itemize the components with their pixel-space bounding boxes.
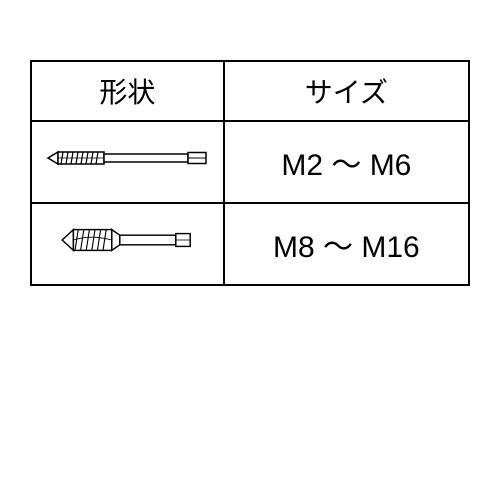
tap-large-icon [42, 220, 212, 260]
size-cell-1: M8 ～ M16 [224, 203, 469, 285]
spec-table: 形状 サイズ [30, 60, 470, 286]
header-shape: 形状 [31, 61, 224, 121]
size-cell-0: M2 ～ M6 [224, 121, 469, 203]
shape-cell-0 [31, 121, 224, 203]
table-header-row: 形状 サイズ [31, 61, 469, 121]
tap-small-icon [42, 138, 212, 178]
shape-cell-1 [31, 203, 224, 285]
header-size: サイズ [224, 61, 469, 121]
spec-table-container: 形状 サイズ [30, 60, 470, 286]
table-row: M8 ～ M16 [31, 203, 469, 285]
table-row: M2 ～ M6 [31, 121, 469, 203]
